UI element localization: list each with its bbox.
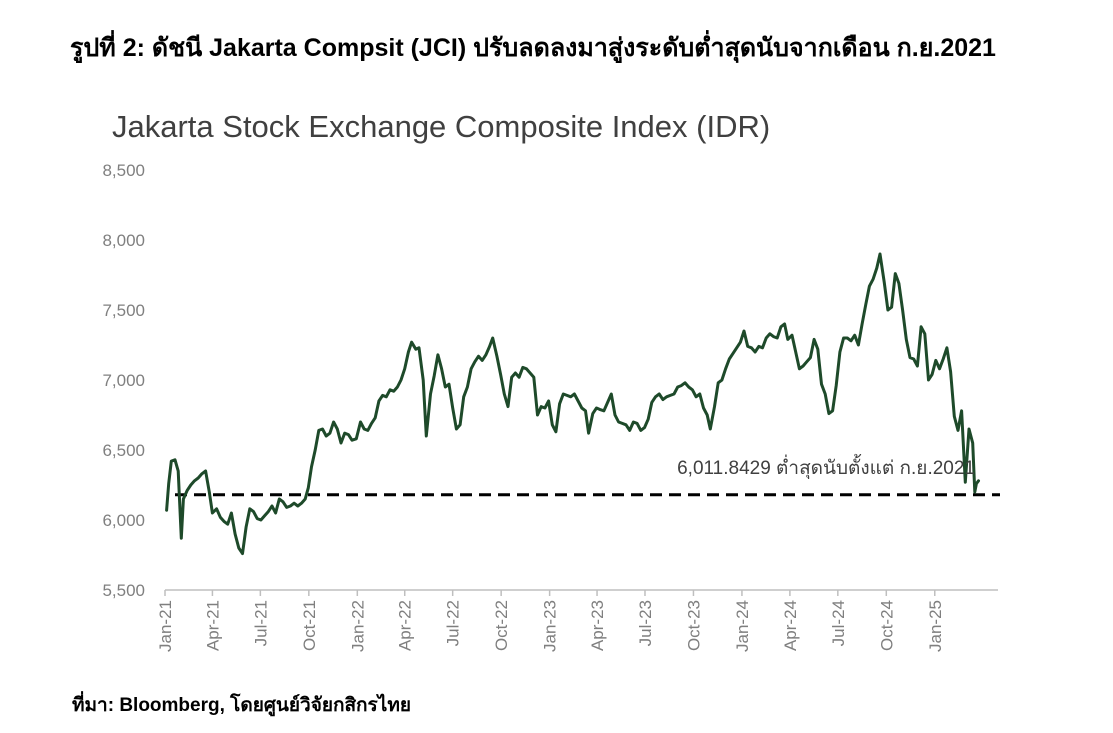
x-axis: Jan-21 Apr-21 Jul-21 Oct-21 Jan-22 Apr-22 Jul-…	[156, 589, 998, 652]
y-axis: 5,500 6,000 6,500 7,000 7,500 8,000 8,500	[102, 161, 145, 600]
x-tick-label: Apr-23	[588, 600, 607, 651]
x-tick-label: Oct-24	[877, 600, 896, 651]
x-tick-label: Apr-21	[203, 600, 222, 651]
x-tick-label: Jan-21	[156, 600, 175, 652]
y-tick-label: 6,000	[102, 511, 145, 530]
x-tick-label: Oct-21	[300, 600, 319, 651]
y-tick-label: 8,000	[102, 231, 145, 250]
figure-caption: รูปที่ 2: ดัชนี Jakarta Compsit (JCI) ปร…	[70, 34, 996, 62]
x-tick-label: Jan-23	[541, 600, 560, 652]
x-tick-label: Jan-22	[348, 600, 367, 652]
series-group	[165, 252, 980, 556]
x-tick-label: Apr-24	[781, 600, 800, 651]
x-tick-label: Oct-22	[492, 600, 511, 651]
source-note: ที่มา: Bloomberg, โดยศูนย์วิจัยกสิกรไทย	[72, 695, 411, 716]
x-tick-label: Oct-23	[684, 600, 703, 651]
y-tick-label: 7,000	[102, 371, 145, 390]
x-tick-label: Jul-21	[251, 600, 270, 646]
y-tick-label: 6,500	[102, 441, 145, 460]
y-tick-label: 7,500	[102, 301, 145, 320]
y-tick-label: 5,500	[102, 581, 145, 600]
x-tick-label: Jul-23	[636, 600, 655, 646]
y-tick-label: 8,500	[102, 161, 145, 180]
x-tick-label: Jul-22	[444, 600, 463, 646]
x-tick-label: Apr-22	[396, 600, 415, 651]
x-tick-label: Jan-24	[733, 600, 752, 652]
x-tick-label: Jan-25	[926, 600, 945, 652]
chart-title: Jakarta Stock Exchange Composite Index (…	[112, 109, 770, 144]
low-annotation: 6,011.8429 ต่ำสุดนับตั้งแต่ ก.ย.2021	[677, 454, 975, 480]
x-tick-label: Jul-24	[829, 600, 848, 646]
series-line	[165, 252, 980, 556]
